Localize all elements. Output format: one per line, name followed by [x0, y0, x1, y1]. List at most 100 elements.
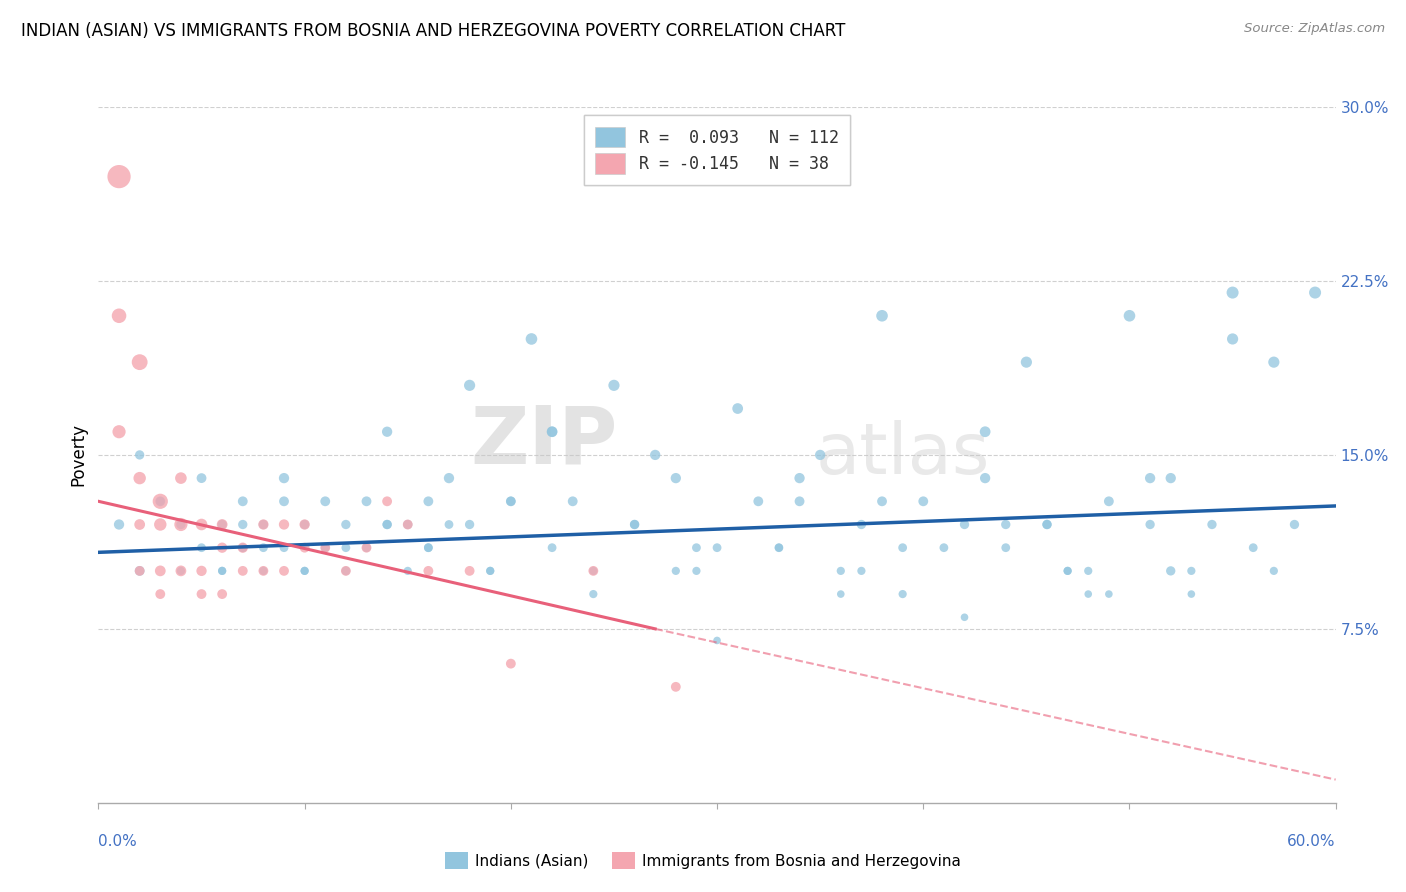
Point	[479, 564, 502, 578]
Point	[665, 564, 688, 578]
Point	[458, 517, 481, 532]
Point	[1036, 517, 1059, 532]
Point	[273, 541, 295, 555]
Point	[1222, 332, 1244, 346]
Point	[665, 680, 688, 694]
Point	[623, 517, 645, 532]
Point	[1303, 285, 1326, 300]
Point	[128, 355, 150, 369]
Point	[375, 494, 398, 508]
Point	[727, 401, 749, 416]
Point	[335, 564, 357, 578]
Point	[1077, 587, 1099, 601]
Point	[190, 587, 212, 601]
Point	[418, 541, 440, 555]
Point	[830, 564, 852, 578]
Point	[1241, 541, 1264, 555]
Point	[1139, 471, 1161, 485]
Point	[953, 517, 976, 532]
Point	[1263, 564, 1285, 578]
Point	[437, 471, 460, 485]
Point	[418, 541, 440, 555]
Point	[108, 309, 131, 323]
Point	[1036, 517, 1059, 532]
Point	[211, 517, 233, 532]
Point	[1284, 517, 1306, 532]
Point	[211, 564, 233, 578]
Point	[932, 541, 955, 555]
Point	[1222, 285, 1244, 300]
Point	[190, 517, 212, 532]
Point	[520, 332, 543, 346]
Point	[294, 564, 316, 578]
Point	[335, 541, 357, 555]
Point	[375, 517, 398, 532]
Point	[190, 541, 212, 555]
Point	[252, 541, 274, 555]
Point	[623, 517, 645, 532]
Point	[499, 494, 522, 508]
Point	[108, 517, 131, 532]
Point	[149, 494, 172, 508]
Point	[418, 494, 440, 508]
Legend: R =  0.093   N = 112, R = -0.145   N = 38: R = 0.093 N = 112, R = -0.145 N = 38	[583, 115, 851, 186]
Text: 0.0%: 0.0%	[98, 834, 138, 849]
Point	[294, 564, 316, 578]
Point	[768, 541, 790, 555]
Point	[541, 541, 564, 555]
Point	[149, 494, 172, 508]
Point	[128, 564, 150, 578]
Point	[1263, 355, 1285, 369]
Point	[561, 494, 583, 508]
Point	[375, 425, 398, 439]
Point	[211, 564, 233, 578]
Point	[252, 564, 274, 578]
Point	[747, 494, 769, 508]
Point	[314, 541, 336, 555]
Point	[314, 494, 336, 508]
Point	[149, 564, 172, 578]
Legend: Indians (Asian), Immigrants from Bosnia and Herzegovina: Indians (Asian), Immigrants from Bosnia …	[439, 846, 967, 875]
Point	[1056, 564, 1078, 578]
Point	[232, 541, 254, 555]
Point	[211, 517, 233, 532]
Point	[252, 564, 274, 578]
Point	[314, 541, 336, 555]
Point	[953, 610, 976, 624]
Point	[418, 564, 440, 578]
Point	[128, 471, 150, 485]
Point	[170, 471, 193, 485]
Point	[273, 564, 295, 578]
Text: ZIP: ZIP	[471, 402, 619, 480]
Point	[128, 564, 150, 578]
Y-axis label: Poverty: Poverty	[69, 424, 87, 486]
Point	[582, 564, 605, 578]
Point	[851, 517, 873, 532]
Text: INDIAN (ASIAN) VS IMMIGRANTS FROM BOSNIA AND HERZEGOVINA POVERTY CORRELATION CHA: INDIAN (ASIAN) VS IMMIGRANTS FROM BOSNIA…	[21, 22, 845, 40]
Point	[912, 494, 935, 508]
Point	[149, 494, 172, 508]
Point	[273, 517, 295, 532]
Point	[1098, 587, 1121, 601]
Point	[356, 541, 378, 555]
Point	[252, 517, 274, 532]
Point	[211, 541, 233, 555]
Point	[190, 564, 212, 578]
Point	[1098, 494, 1121, 508]
Point	[499, 494, 522, 508]
Point	[685, 564, 707, 578]
Point	[396, 517, 419, 532]
Point	[582, 587, 605, 601]
Point	[541, 425, 564, 439]
Point	[808, 448, 831, 462]
Point	[1160, 564, 1182, 578]
Point	[851, 564, 873, 578]
Point	[1180, 564, 1202, 578]
Point	[170, 517, 193, 532]
Point	[294, 541, 316, 555]
Point	[232, 541, 254, 555]
Point	[128, 517, 150, 532]
Point	[252, 517, 274, 532]
Point	[1139, 517, 1161, 532]
Point	[1118, 309, 1140, 323]
